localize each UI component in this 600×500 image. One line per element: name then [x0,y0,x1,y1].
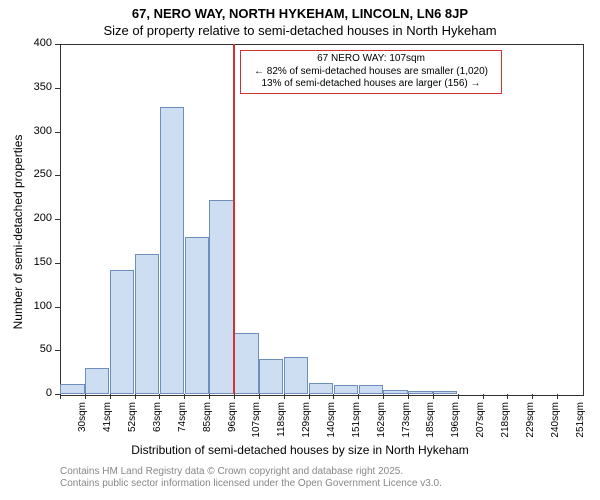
y-tick-label: 200 [26,212,52,224]
x-tick-label: 140sqm [326,402,337,452]
x-tick-label: 251sqm [575,402,586,452]
histogram-bar [209,200,233,394]
histogram-bar [408,391,432,394]
histogram-bar [160,107,184,394]
x-tick [234,394,235,399]
x-tick [60,394,61,399]
y-tick-label: 400 [26,37,52,49]
x-tick-label: 185sqm [425,402,436,452]
y-axis-label: Number of semi-detached properties [11,122,25,342]
footer-line1: Contains HM Land Registry data © Crown c… [60,466,442,478]
annotation-line1: 67 NERO WAY: 107sqm [245,53,497,66]
x-tick-label: 107sqm [251,402,262,452]
x-tick-label: 151sqm [351,402,362,452]
x-tick-label: 63sqm [152,402,163,452]
histogram-bar [110,270,134,394]
x-tick-label: 74sqm [177,402,188,452]
marker-line [233,44,235,394]
x-tick [259,394,260,399]
annotation-line3: 13% of semi-detached houses are larger (… [245,78,497,91]
x-tick-label: 118sqm [276,402,287,452]
y-tick [55,175,60,176]
x-tick [383,394,384,399]
annotation-line2: ← 82% of semi-detached houses are smalle… [245,66,497,79]
x-tick-label: 207sqm [475,402,486,452]
x-tick-label: 52sqm [127,402,138,452]
x-tick [284,394,285,399]
histogram-bar [259,359,283,394]
histogram-bar [185,237,209,395]
x-tick [358,394,359,399]
annotation-box: 67 NERO WAY: 107sqm← 82% of semi-detache… [240,50,502,94]
x-tick-label: 218sqm [500,402,511,452]
chart-container: 67, NERO WAY, NORTH HYKEHAM, LINCOLN, LN… [0,0,600,500]
x-tick [333,394,334,399]
histogram-bar [433,391,457,394]
y-tick-label: 300 [26,125,52,137]
y-tick [55,132,60,133]
footer-line2: Contains public sector information licen… [60,478,442,490]
x-tick [309,394,310,399]
x-tick-label: 129sqm [301,402,312,452]
x-tick-label: 85sqm [202,402,213,452]
y-tick-label: 350 [26,81,52,93]
x-tick [557,394,558,399]
x-tick [408,394,409,399]
x-tick-label: 173sqm [401,402,412,452]
x-tick-label: 196sqm [450,402,461,452]
x-tick [85,394,86,399]
x-tick-label: 229sqm [525,402,536,452]
x-tick [433,394,434,399]
x-tick [135,394,136,399]
y-tick [55,219,60,220]
y-tick [55,307,60,308]
x-tick [507,394,508,399]
x-tick-label: 240sqm [550,402,561,452]
histogram-bar [234,333,258,394]
x-tick [532,394,533,399]
y-tick-label: 100 [26,300,52,312]
y-tick-label: 150 [26,256,52,268]
y-tick [55,88,60,89]
y-tick-label: 50 [26,343,52,355]
chart-subtitle: Size of property relative to semi-detach… [0,23,600,40]
y-tick-label: 250 [26,168,52,180]
histogram-bar [359,385,383,394]
y-tick [55,44,60,45]
histogram-bar [284,357,308,394]
chart-title: 67, NERO WAY, NORTH HYKEHAM, LINCOLN, LN… [0,6,600,23]
x-tick [458,394,459,399]
histogram-bar [85,368,109,394]
x-tick [184,394,185,399]
x-tick [209,394,210,399]
x-tick-label: 96sqm [227,402,238,452]
histogram-bar [60,384,84,395]
y-tick [55,350,60,351]
x-tick-label: 30sqm [77,402,88,452]
x-tick-label: 162sqm [376,402,387,452]
footer-credits: Contains HM Land Registry data © Crown c… [60,466,442,490]
x-tick-label: 41sqm [102,402,113,452]
histogram-bar [383,390,407,394]
histogram-bar [334,385,358,394]
x-tick [483,394,484,399]
histogram-bar [309,383,333,394]
y-tick [55,263,60,264]
x-tick [110,394,111,399]
x-tick [159,394,160,399]
histogram-bar [135,254,159,394]
y-tick-label: 0 [26,387,52,399]
